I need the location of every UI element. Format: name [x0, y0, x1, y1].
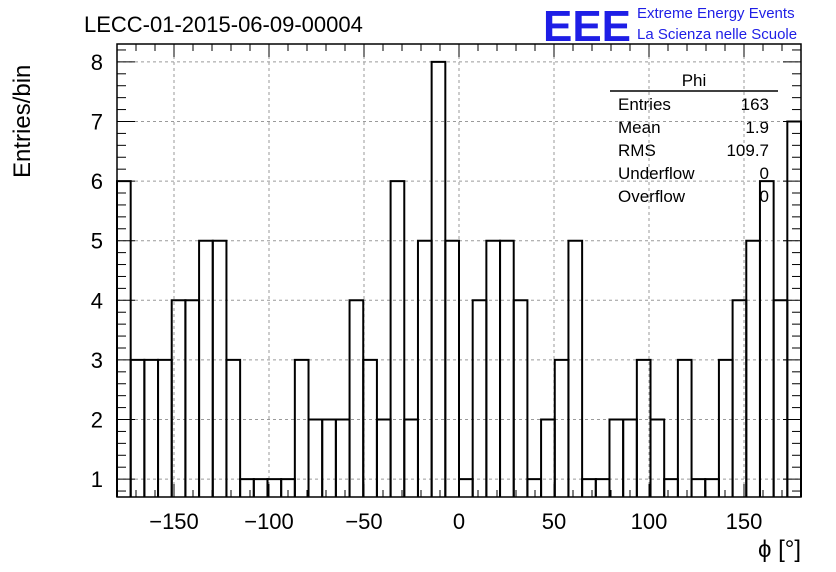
histogram-bin	[389, 180, 406, 497]
plot-frame	[116, 43, 802, 498]
histogram-bin	[512, 299, 529, 497]
logo-mark: EEE	[543, 2, 631, 51]
histogram-bin	[717, 358, 734, 497]
stats-value-mean: 1.9	[745, 118, 769, 137]
histogram-bin	[758, 180, 775, 497]
histogram-bin	[293, 358, 310, 497]
stats-title: Phi	[682, 71, 707, 90]
histogram-bin	[375, 418, 392, 497]
stats-row-entries: Entries 163	[618, 95, 769, 114]
x-tick-label: −100	[244, 509, 294, 534]
y-tick-label: 8	[91, 50, 103, 75]
histogram-bin	[745, 239, 761, 497]
histogram-bin	[157, 358, 173, 497]
logo-line-2: La Scienza nelle Scuole	[637, 26, 797, 43]
histogram-bin	[690, 478, 707, 497]
y-tick-label: 1	[91, 467, 103, 492]
histogram-bin	[444, 239, 460, 497]
x-tick-label: 150	[726, 509, 763, 534]
logo-line-1: Extreme Energy Events	[637, 5, 795, 22]
histogram-bin	[676, 358, 693, 497]
stats-value-overflow: 0	[760, 187, 769, 206]
histogram-bin	[786, 120, 802, 497]
histogram-bin	[608, 418, 625, 497]
histogram-bin	[211, 239, 228, 497]
histogram-bin	[334, 418, 351, 497]
stats-row-overflow: Overflow 0	[618, 187, 769, 206]
x-tick-label: 0	[453, 509, 465, 534]
histogram-bin	[307, 418, 324, 497]
tick-labels: −150 −100 −50 0 50 100 150 1 2 3 4 5 6 7 8	[91, 50, 763, 534]
histogram-series	[116, 60, 802, 497]
histogram-bin	[704, 478, 720, 497]
histogram-bin	[567, 239, 584, 497]
chart-title: LECC-01-2015-06-09-00004	[84, 12, 363, 37]
y-tick-label: 2	[91, 408, 103, 433]
stats-value-underflow: 0	[760, 164, 769, 183]
histogram-bin	[635, 358, 652, 497]
histogram-bin	[266, 478, 283, 497]
eee-logo: EEE Extreme Energy Events La Scienza nel…	[543, 2, 797, 51]
x-tick-label: 50	[542, 509, 566, 534]
stats-value-entries: 163	[741, 95, 769, 114]
histogram-bin	[649, 418, 666, 497]
histogram-bin	[471, 299, 488, 497]
stats-label-mean: Mean	[618, 118, 661, 137]
histogram-bin	[252, 478, 269, 497]
histogram-bin	[239, 478, 255, 497]
histogram-bin	[198, 239, 214, 497]
histogram-bin	[499, 239, 515, 497]
x-tick-label: −150	[149, 509, 199, 534]
x-tick-label: −50	[345, 509, 382, 534]
y-tick-label: 4	[91, 288, 103, 313]
stats-box: Phi Entries 163 Mean 1.9 RMS 109.7 Under…	[610, 71, 778, 206]
histogram-bin	[321, 418, 337, 497]
stats-row-rms: RMS 109.7	[618, 141, 769, 160]
stats-label-entries: Entries	[618, 95, 671, 114]
histogram-bin	[458, 478, 474, 497]
y-tick-label: 5	[91, 229, 103, 254]
stats-row-mean: Mean 1.9	[618, 118, 769, 137]
y-tick-label: 6	[91, 169, 103, 194]
histogram-bin	[416, 239, 433, 497]
histogram-bin	[594, 478, 611, 497]
histogram-bin	[663, 478, 679, 497]
histogram-bin	[430, 60, 447, 497]
histogram-bin	[362, 358, 378, 497]
histogram-bin	[143, 358, 160, 497]
histogram-bin	[581, 478, 597, 497]
histogram-bin	[403, 418, 419, 497]
y-axis-label: Entries/bin	[9, 65, 36, 178]
stats-value-rms: 109.7	[726, 141, 769, 160]
y-tick-label: 7	[91, 109, 103, 134]
histogram-bin	[348, 299, 365, 497]
x-tick-label: 100	[631, 509, 668, 534]
x-axis-label: ϕ [°]	[758, 536, 801, 563]
stats-label-overflow: Overflow	[618, 187, 686, 206]
stats-label-underflow: Underflow	[618, 164, 695, 183]
histogram-bin	[129, 358, 146, 497]
histogram-bin	[225, 358, 242, 497]
histogram-bin	[553, 358, 570, 497]
histogram-bin	[526, 478, 543, 497]
stats-row-underflow: Underflow 0	[618, 164, 769, 183]
histogram-bin	[772, 299, 789, 497]
histogram-bin	[540, 418, 556, 497]
stats-label-rms: RMS	[618, 141, 656, 160]
histogram-bin	[622, 418, 638, 497]
histogram-bin	[184, 299, 201, 497]
y-tick-label: 3	[91, 348, 103, 373]
histogram-bin	[485, 239, 502, 497]
